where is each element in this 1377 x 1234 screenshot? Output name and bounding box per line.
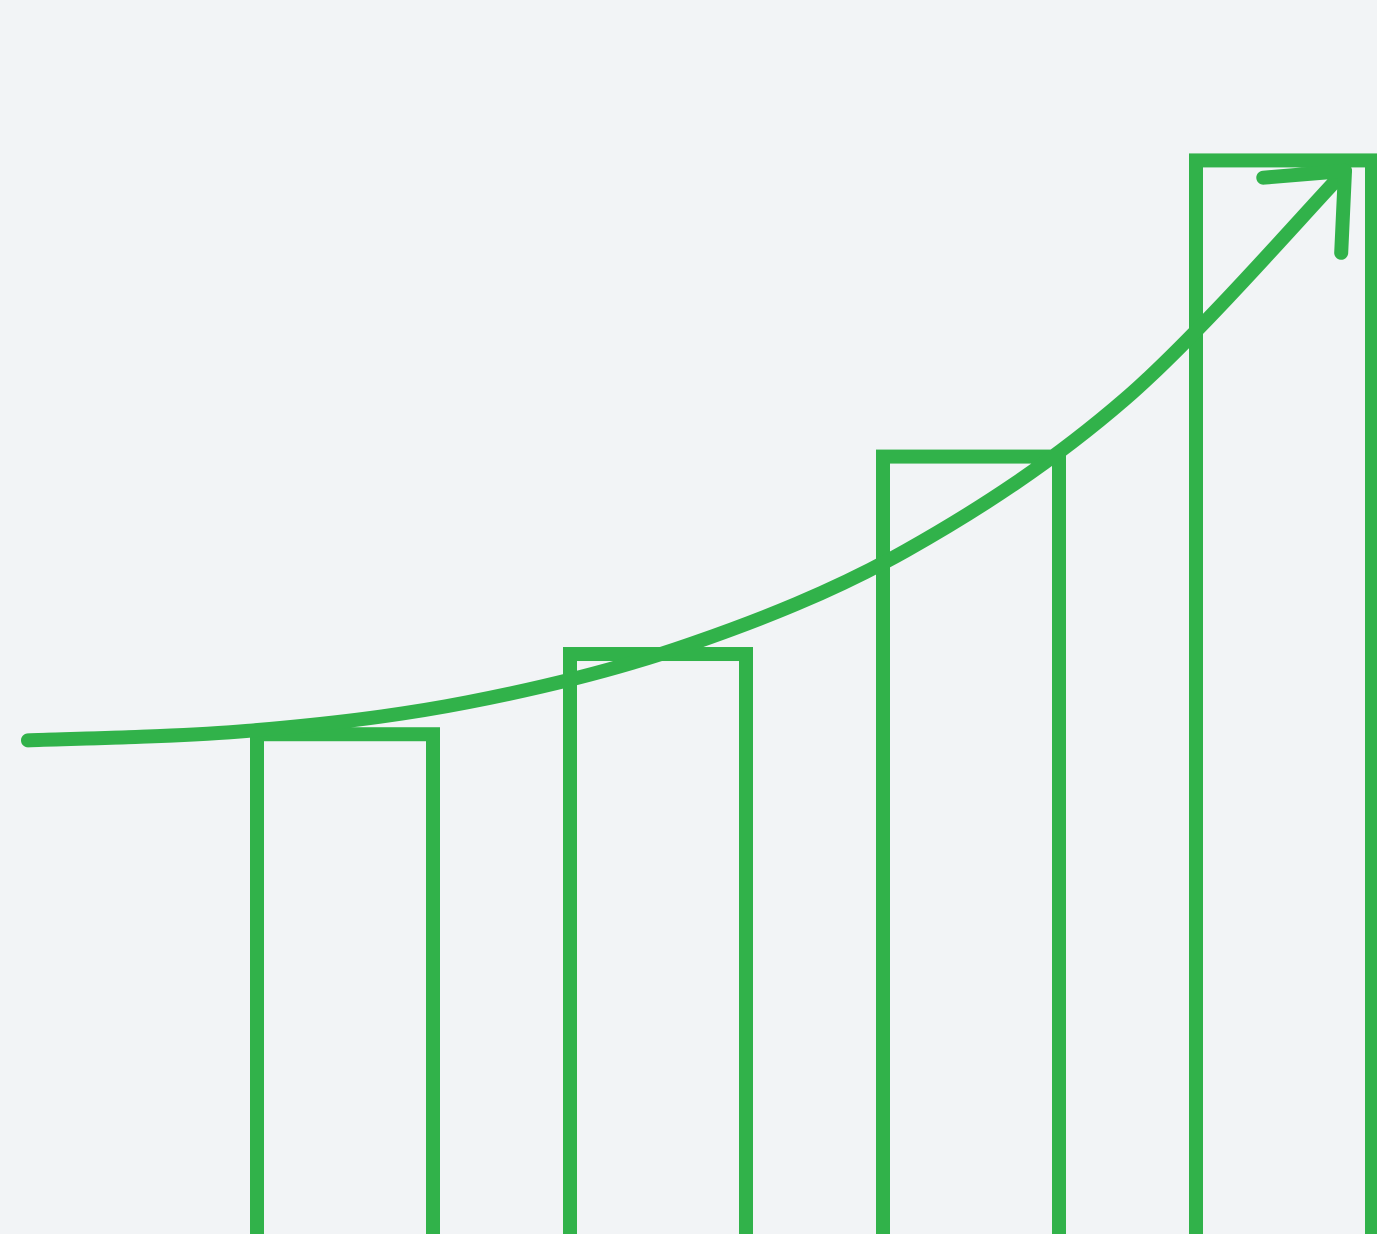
trend-group [21, 163, 1352, 748]
bar-1 [250, 727, 440, 1234]
trend-arrowhead [1256, 163, 1352, 260]
trend-line [21, 163, 1352, 748]
bar-2 [563, 647, 753, 1234]
bar-3 [876, 449, 1066, 1234]
bar-4 [1189, 153, 1377, 1234]
